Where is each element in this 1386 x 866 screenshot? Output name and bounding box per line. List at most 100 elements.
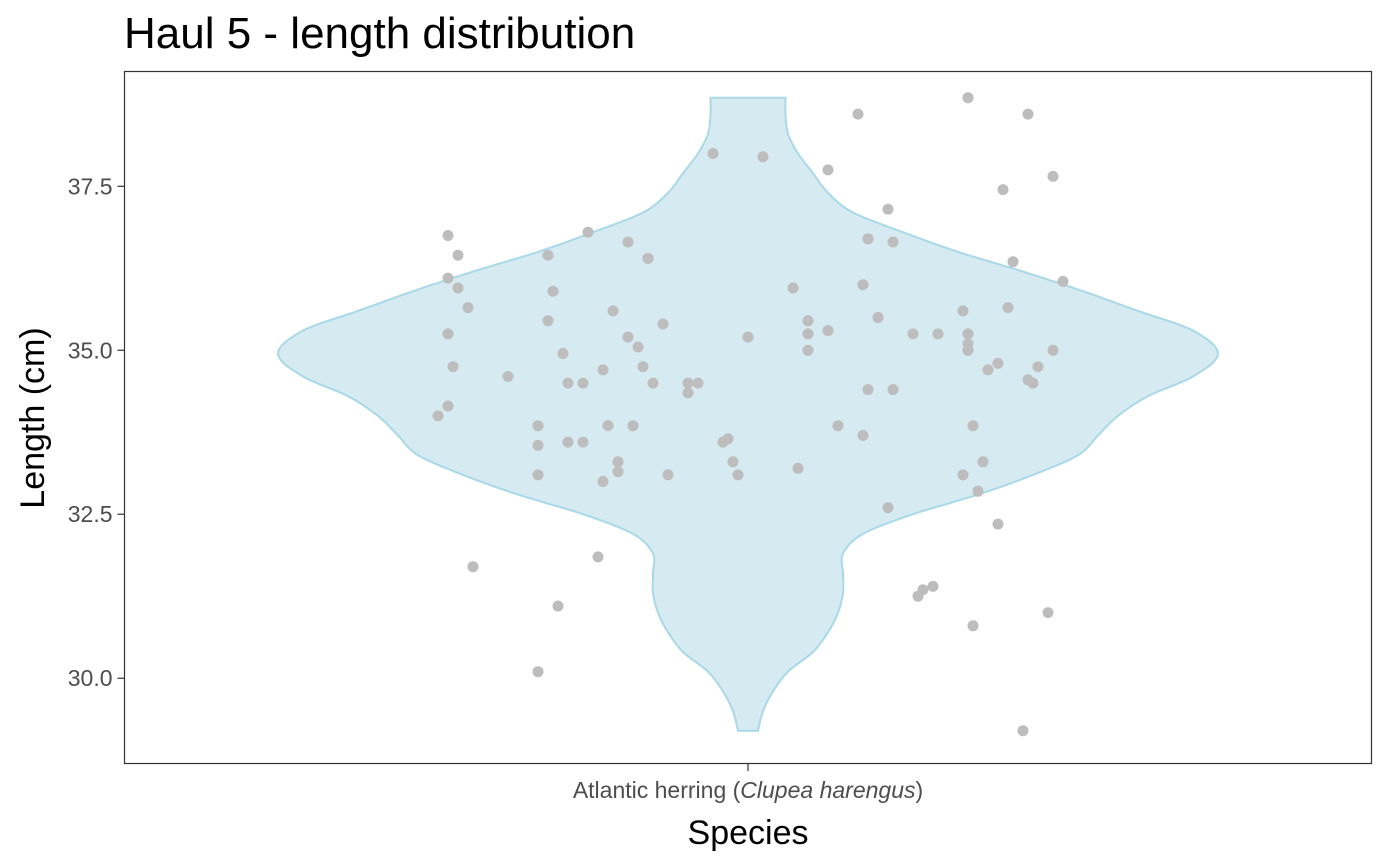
data-point [452,249,464,261]
data-point [967,420,979,432]
data-point [887,236,899,248]
x-tick-label-scientific: Clupea harengus [740,777,916,803]
data-point [442,230,454,241]
data-point [627,420,639,432]
data-point [787,282,799,294]
data-point [962,344,974,356]
data-point [532,420,544,432]
data-point [927,580,939,592]
data-point [432,410,444,422]
data-point [707,148,719,159]
data-point [932,328,944,340]
data-point [1042,607,1054,619]
data-point [607,305,619,317]
data-point [597,364,609,376]
data-point [917,584,929,596]
y-axis-title: Length (cm) [14,327,52,508]
data-point [857,430,869,441]
data-point [727,456,739,468]
data-point [602,420,614,432]
data-point [1032,361,1044,373]
data-point [622,331,634,343]
data-point [552,600,564,612]
data-point [992,518,1004,530]
data-point [832,420,844,432]
data-point [802,344,814,356]
data-point [562,436,574,448]
data-point [682,377,694,389]
data-point [887,384,899,396]
y-tick-label: 32.5 [68,501,113,527]
data-point [862,233,874,245]
data-point [662,469,674,481]
data-point [542,249,554,261]
data-point [1017,725,1029,737]
data-point [532,439,544,451]
data-point [992,357,1004,369]
data-point [722,433,734,445]
data-point [542,315,554,327]
data-point [637,361,649,373]
data-point [597,476,609,487]
data-point [1027,377,1039,389]
data-point [502,371,514,382]
x-axis-title: Species [688,814,809,852]
data-point [907,328,919,340]
data-point [732,469,744,481]
data-point [882,203,894,215]
data-point [1047,344,1059,356]
y-axis: 30.0 32.5 35.0 37.5 [68,173,125,691]
data-point [852,108,864,120]
data-point [857,279,869,291]
data-point [442,400,454,412]
data-point [577,377,589,389]
data-point [462,302,474,314]
data-point [862,384,874,396]
data-point [1047,170,1059,182]
data-point [997,184,1009,196]
data-point [872,312,884,323]
data-point [972,485,984,497]
data-point [442,272,454,284]
data-point [977,456,989,468]
data-point [957,469,969,481]
data-point [467,561,479,573]
data-point [792,462,804,474]
data-point [447,361,459,373]
data-point [657,318,669,330]
data-point [1022,108,1034,120]
data-point [582,226,594,238]
data-point [957,305,969,317]
data-point [1002,302,1014,314]
data-point [1057,275,1069,287]
plot-panel [276,92,1220,737]
data-point [962,92,974,104]
data-point [692,377,704,389]
x-tick-label: Atlantic herring (Clupea harengus) [573,777,923,803]
x-axis: Atlantic herring (Clupea harengus) [573,764,923,803]
data-point [802,315,814,327]
data-point [562,377,574,389]
x-tick-label-close: ) [915,777,923,803]
data-point [1007,256,1019,268]
data-point [802,328,814,340]
data-point [592,551,604,563]
x-tick-label-common: Atlantic herring ( [573,777,741,803]
data-point [622,236,634,248]
data-point [547,285,559,297]
data-point [632,341,644,353]
data-point [577,436,589,448]
y-tick-label: 30.0 [68,665,113,691]
data-point [982,364,994,376]
data-point [647,377,659,389]
data-point [642,252,654,264]
y-tick-label: 35.0 [68,337,113,363]
violin-shape [276,96,1220,732]
data-point [557,348,569,359]
data-point [967,620,979,632]
data-point [452,282,464,294]
data-point [882,502,894,514]
data-point [442,328,454,340]
data-point [532,469,544,481]
